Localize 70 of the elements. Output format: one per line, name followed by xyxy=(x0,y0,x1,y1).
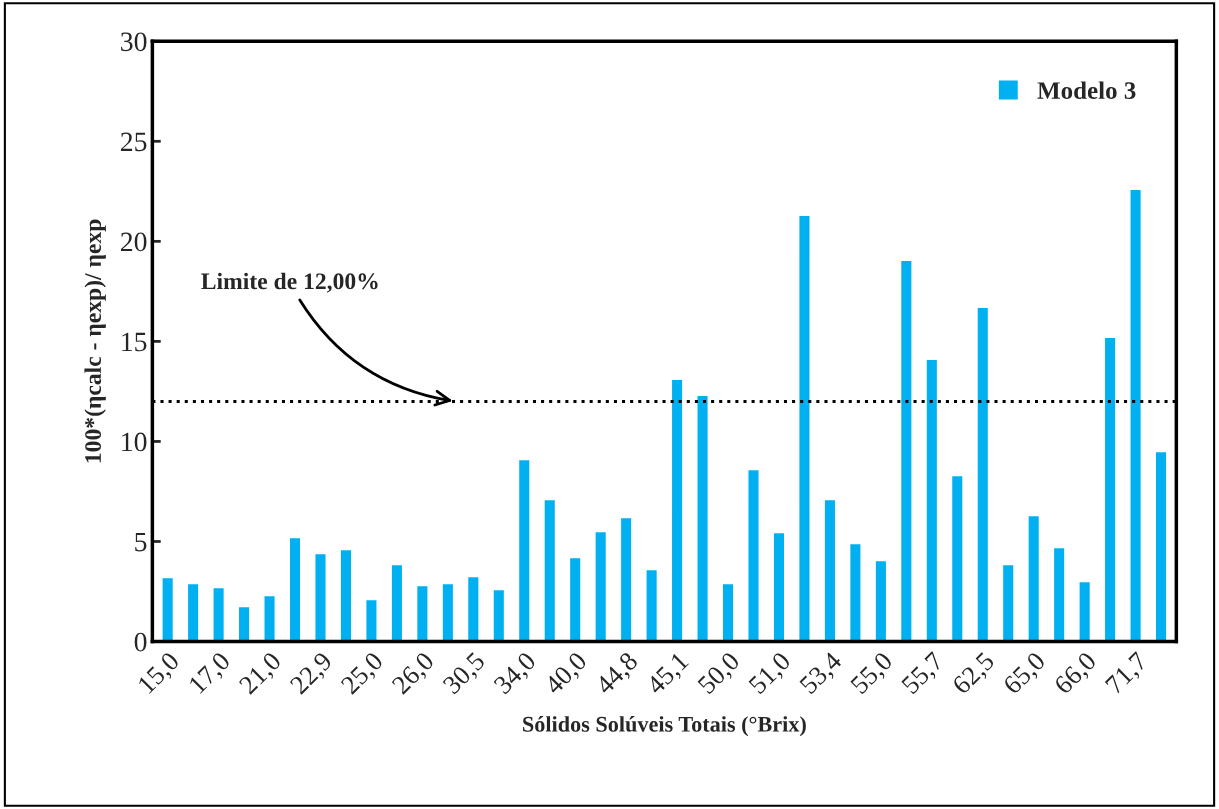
bar xyxy=(976,306,990,642)
y-tick-label: 0 xyxy=(134,632,147,652)
x-tick-label: 21,0 xyxy=(238,651,285,698)
bar xyxy=(1027,514,1041,642)
x-tick-label: 62,5 xyxy=(951,651,998,698)
x-tick-label: 15,0 xyxy=(137,651,183,697)
bar xyxy=(543,498,557,642)
bar xyxy=(441,582,455,642)
bar xyxy=(1052,546,1066,642)
bar xyxy=(670,378,684,642)
bar xyxy=(747,468,760,642)
bar xyxy=(899,259,913,642)
x-tick-label: 22,9 xyxy=(289,651,336,698)
bar xyxy=(798,214,811,642)
x-tick-label: 40,0 xyxy=(543,651,591,698)
bar xyxy=(288,536,302,642)
bar xyxy=(314,552,327,642)
x-tick-label: 45,1 xyxy=(645,651,692,698)
x-tick-label: 71,7 xyxy=(1104,651,1151,698)
bar xyxy=(594,530,608,642)
x-tick-label: 55,0 xyxy=(849,651,896,698)
x-axis-title: Sólidos Solúveis Totais (°Brix) xyxy=(523,716,806,737)
ref-line-label: Limite de 12,00% xyxy=(201,272,378,293)
bar xyxy=(1129,188,1143,642)
bar xyxy=(950,474,964,642)
y-tick-label: 15 xyxy=(122,332,147,352)
bar xyxy=(263,594,276,642)
bar xyxy=(874,559,888,642)
y-tick-label: 30 xyxy=(121,32,147,52)
x-tick-label: 51,0 xyxy=(747,651,795,698)
bar xyxy=(1078,580,1092,642)
bar xyxy=(772,531,786,642)
bar xyxy=(161,576,175,642)
bar xyxy=(390,563,404,642)
bar xyxy=(339,548,353,642)
bar xyxy=(645,568,659,642)
x-tick-label: 55,7 xyxy=(900,651,948,698)
x-tick-label: 25,0 xyxy=(340,651,387,698)
y-tick-label: 20 xyxy=(120,232,147,252)
x-tick-label: 30,5 xyxy=(442,651,489,698)
bar xyxy=(848,542,862,642)
legend-label: Modelo 3 xyxy=(1037,81,1136,100)
x-tick-label: 65,0 xyxy=(1002,651,1049,698)
y-tick-label: 5 xyxy=(135,532,147,552)
y-tick-label: 10 xyxy=(122,432,147,452)
bar xyxy=(492,588,506,642)
bar xyxy=(415,584,429,642)
y-axis-title: 100*(ηcalc - ηexp)/ ηexp xyxy=(84,219,106,463)
bar xyxy=(823,498,837,642)
x-tick-label: 44,8 xyxy=(594,651,642,698)
bar xyxy=(696,394,709,642)
bar xyxy=(721,582,735,642)
x-tick-label: 50,0 xyxy=(697,651,744,698)
bar xyxy=(1154,450,1168,642)
bar xyxy=(1103,336,1117,642)
y-tick-label: 25 xyxy=(120,132,147,152)
bar xyxy=(925,358,939,642)
bar xyxy=(568,556,582,642)
bar xyxy=(365,598,378,642)
x-tick-label: 34,0 xyxy=(493,651,540,698)
bar xyxy=(619,516,633,642)
x-tick-label: 53,4 xyxy=(798,650,846,698)
x-tick-label: 26,0 xyxy=(391,651,438,698)
bar xyxy=(186,582,200,642)
bar xyxy=(466,575,480,642)
x-tick-label: 66,0 xyxy=(1053,651,1100,698)
bar xyxy=(212,586,226,642)
bar xyxy=(517,458,531,642)
bar xyxy=(1001,563,1015,642)
x-tick-label: 17,0 xyxy=(188,651,234,697)
